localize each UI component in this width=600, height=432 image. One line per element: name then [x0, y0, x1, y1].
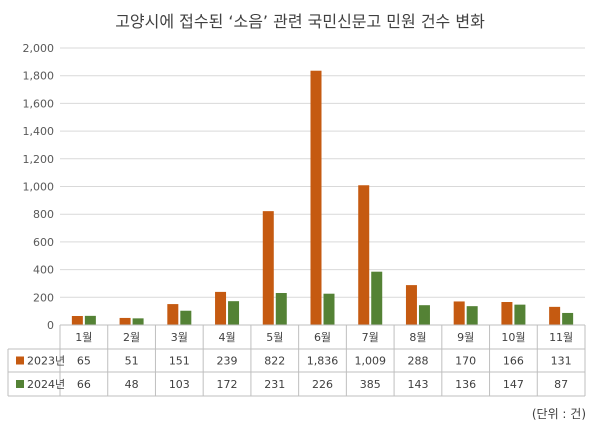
data-label: 143 — [407, 378, 428, 391]
data-label: 151 — [169, 355, 190, 368]
data-label: 66 — [77, 378, 91, 391]
bars — [71, 70, 574, 326]
x-category-label: 9월 — [457, 331, 474, 344]
x-category-label: 5월 — [266, 331, 283, 344]
data-label: 385 — [360, 378, 381, 391]
bar-2024년-10월 — [514, 304, 526, 325]
data-label: 65 — [77, 355, 91, 368]
data-label: 1,836 — [307, 355, 339, 368]
bar-2023년-7월 — [358, 185, 370, 325]
data-label: 1,009 — [354, 355, 386, 368]
bar-2023년-3월 — [167, 304, 179, 325]
bar-2023년-6월 — [310, 70, 322, 326]
x-category-label: 6월 — [314, 331, 331, 344]
bar-2023년-8월 — [405, 285, 417, 325]
x-category-label: 11월 — [549, 331, 573, 344]
x-category-label: 10월 — [501, 331, 525, 344]
bar-2023년-4월 — [215, 291, 227, 325]
data-label: 166 — [503, 355, 524, 368]
data-label: 51 — [125, 355, 139, 368]
legend-swatch — [16, 380, 24, 388]
legend-label: 2024년 — [27, 378, 65, 391]
bar-2024년-11월 — [562, 312, 574, 325]
data-label: 147 — [503, 378, 524, 391]
legend-swatch — [16, 356, 24, 365]
data-label: 103 — [169, 378, 190, 391]
x-category-label: 7월 — [362, 331, 379, 344]
unit-note: (단위 : 건) — [531, 407, 586, 421]
bar-2024년-3월 — [180, 310, 192, 325]
data-label: 172 — [217, 378, 238, 391]
y-tick-label: 0 — [47, 319, 54, 332]
bar-2024년-4월 — [228, 301, 240, 325]
y-tick-label: 1,200 — [23, 153, 55, 166]
data-label: 136 — [455, 378, 476, 391]
bar-2023년-10월 — [501, 302, 513, 325]
x-category-label: 8월 — [409, 331, 426, 344]
bar-2024년-1월 — [84, 315, 96, 325]
y-tick-label: 2,000 — [23, 42, 55, 55]
y-tick-label: 200 — [33, 291, 54, 304]
x-category-label: 4월 — [218, 331, 235, 344]
x-category-label: 1월 — [75, 331, 92, 344]
data-label: 822 — [264, 355, 285, 368]
x-category-label: 2월 — [123, 331, 140, 344]
y-tick-label: 600 — [33, 236, 54, 249]
bar-2024년-9월 — [466, 306, 478, 325]
bar-2023년-9월 — [453, 301, 465, 325]
data-label: 288 — [407, 355, 428, 368]
data-label: 226 — [312, 378, 333, 391]
bar-2024년-7월 — [371, 271, 383, 325]
data-label: 239 — [217, 355, 238, 368]
bar-2024년-6월 — [323, 293, 335, 325]
y-tick-label: 800 — [33, 208, 54, 221]
chart-title: 고양시에 접수된 ‘소음’ 관련 국민신문고 민원 건수 변화 — [115, 12, 485, 31]
bar-2023년-2월 — [119, 317, 131, 325]
y-tick-label: 1,000 — [23, 181, 55, 194]
y-tick-label: 1,600 — [23, 97, 55, 110]
y-tick-label: 1,800 — [23, 70, 55, 83]
y-axis-ticks: 0 200 400 600 800 1,000 1,200 1,400 1,600 1,800 2,… — [23, 42, 55, 332]
bar-2024년-8월 — [418, 305, 430, 325]
data-label: 170 — [455, 355, 476, 368]
bar-2023년-1월 — [71, 315, 83, 325]
gridlines — [60, 47, 585, 326]
bar-2024년-5월 — [275, 293, 287, 325]
data-table: 1월 65 66 2월 51 48 3월 151 103 4월 239 172 5월 822 231 6월 1,… — [7, 324, 586, 397]
bar-2024년-2월 — [132, 318, 144, 325]
y-tick-label: 1,400 — [23, 125, 55, 138]
bar-2023년-11월 — [549, 306, 561, 325]
data-label: 131 — [551, 355, 572, 368]
data-label: 87 — [554, 378, 568, 391]
legend-label: 2023년 — [27, 355, 65, 368]
y-tick-label: 400 — [33, 264, 54, 277]
x-category-label: 3월 — [171, 331, 188, 344]
data-label: 231 — [264, 378, 285, 391]
data-label: 48 — [125, 378, 139, 391]
bar-2023년-5월 — [262, 211, 274, 325]
